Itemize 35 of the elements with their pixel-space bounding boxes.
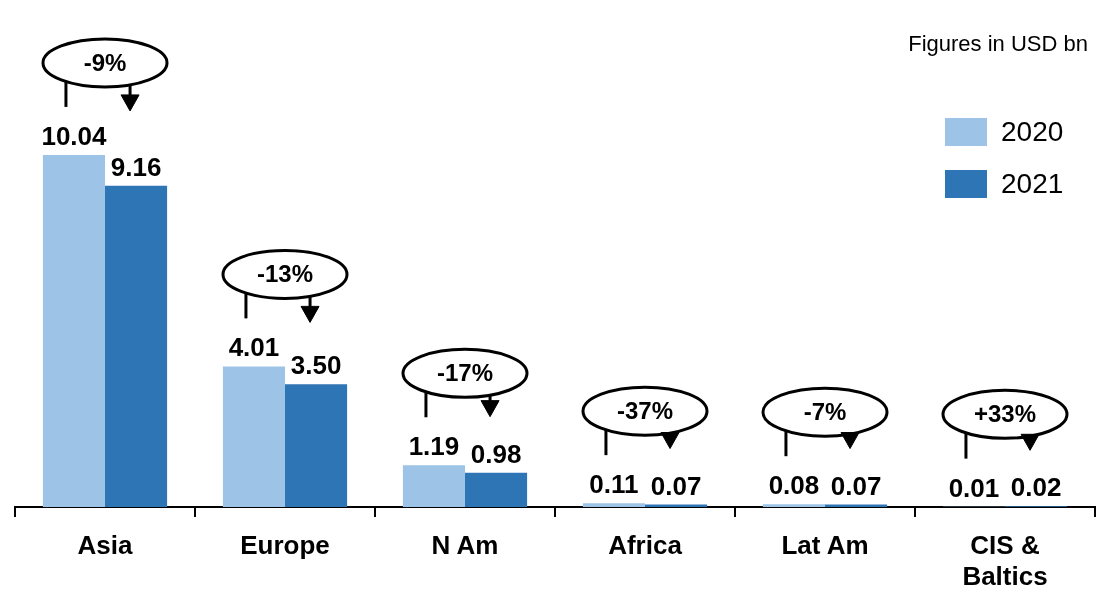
legend-label: 2020 [1001, 115, 1064, 147]
bar [285, 384, 348, 507]
x-tick-label: Europe [240, 529, 330, 560]
annotation: -17% [436, 359, 494, 387]
x-tick-label: Asia [77, 529, 133, 560]
annotation: -7% [803, 398, 847, 426]
bar [582, 503, 645, 507]
x-tick-label: N Am [431, 529, 499, 560]
annotation: -37% [616, 397, 674, 425]
bar [222, 366, 285, 507]
data-label: 0.07 [830, 470, 882, 501]
data-label: 0.08 [768, 470, 820, 501]
text: -9% [83, 48, 127, 76]
bar [402, 465, 465, 507]
data-label: 10.04 [41, 120, 108, 151]
bar [465, 472, 528, 507]
data-label: 0.07 [650, 470, 702, 501]
data-label: 0.11 [589, 469, 639, 500]
data-label: 4.01 [228, 332, 280, 363]
x-tick-label: CIS & Baltics [962, 529, 1048, 591]
legend-label: 2021 [1001, 167, 1064, 199]
annotation: -13% [256, 260, 314, 288]
x-tick-label: Africa [608, 529, 683, 560]
bar [42, 154, 105, 507]
data-label: 0.01 [948, 472, 1000, 503]
data-label: 1.19 [408, 431, 460, 462]
data-label: 3.50 [290, 350, 342, 381]
data-label: 9.16 [110, 151, 162, 182]
chart-subtitle: Figures in USD bn [908, 31, 1088, 57]
data-label: 0.98 [470, 438, 522, 469]
x-tick-label: Lat Am [781, 529, 869, 560]
annotation: +33% [973, 400, 1037, 428]
bar [105, 185, 168, 507]
bar [762, 504, 825, 507]
data-label: 0.02 [1010, 472, 1062, 503]
